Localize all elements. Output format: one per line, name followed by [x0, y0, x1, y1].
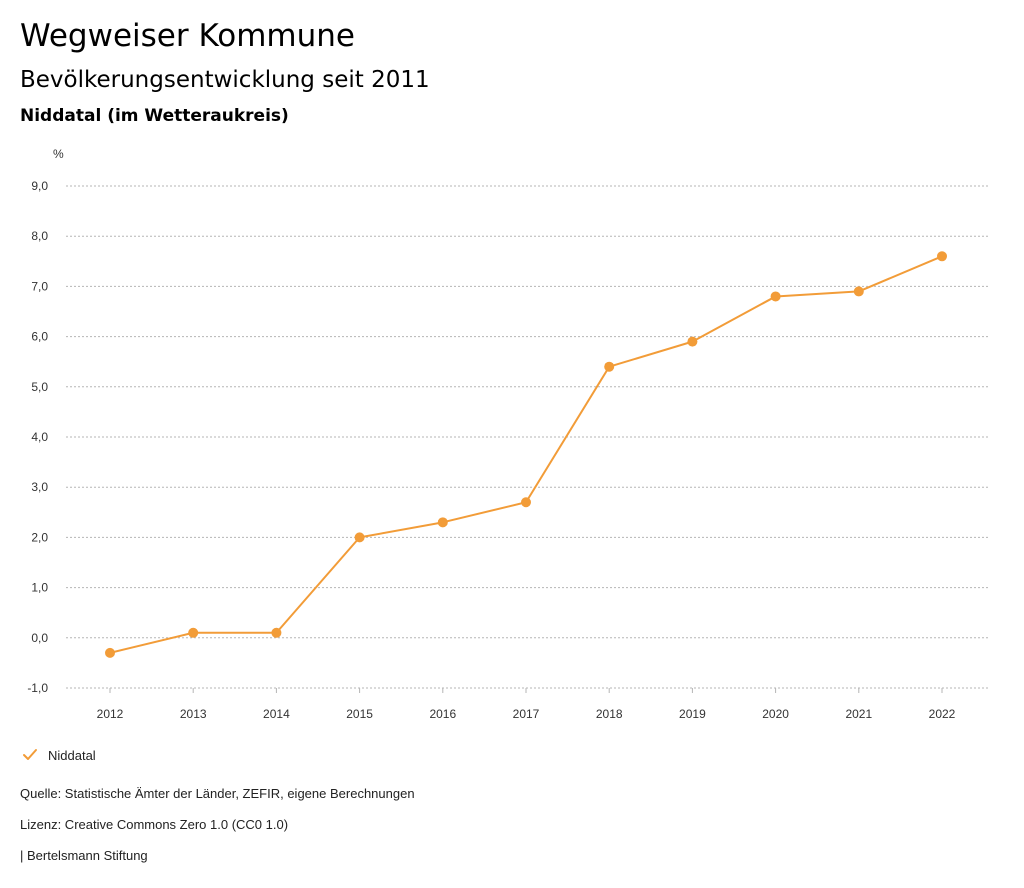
y-tick-label: 7,0 [31, 279, 48, 293]
x-tick-label: 2014 [263, 707, 290, 721]
data-point-2019[interactable] [687, 336, 698, 347]
series-niddatal[interactable] [105, 251, 947, 658]
y-tick-label: 0,0 [31, 631, 48, 645]
legend[interactable]: Niddatal [22, 744, 96, 766]
x-tick-label: 2016 [429, 707, 456, 721]
x-tick-label: 2017 [513, 707, 540, 721]
x-tick-label: 2012 [97, 707, 124, 721]
y-axis-unit-label: % [53, 147, 64, 161]
y-tick-label: -1,0 [27, 681, 48, 695]
data-point-2012[interactable] [105, 647, 115, 658]
y-tick-label: 6,0 [31, 330, 48, 344]
region-label: Niddatal (im Wetteraukreis) [20, 106, 289, 126]
data-point-2018[interactable] [604, 361, 615, 372]
data-point-2017[interactable] [521, 497, 531, 508]
y-tick-label: 8,0 [31, 229, 48, 243]
x-axis-ticks: 2012 2013 2014 2015 2016 2017 2018 2019 2020 2021… [97, 688, 956, 721]
check-icon [23, 749, 37, 760]
chart-title: Wegweiser Kommune [20, 18, 355, 54]
x-tick-label: 2021 [845, 707, 872, 721]
y-tick-label: 4,0 [31, 430, 48, 444]
data-point-2014[interactable] [271, 627, 282, 638]
data-point-2016[interactable] [437, 517, 448, 528]
y-tick-label: 3,0 [31, 480, 48, 494]
line-chart: -1,00,01,02,03,04,05,06,07,08,09,0 2012 2… [27, 147, 990, 721]
y-axis-ticks: -1,0 0,0 1,0 2,0 3,0 4,0 5,0 6,0 7,0 8,0 9,0 [27, 179, 48, 695]
data-point-2013[interactable] [188, 627, 199, 638]
x-tick-label: 2013 [180, 707, 207, 721]
y-tick-label: 2,0 [31, 530, 48, 544]
data-point-2022[interactable] [937, 251, 947, 262]
data-point-2020[interactable] [770, 291, 781, 302]
grid-lines [66, 185, 990, 689]
y-tick-label: 9,0 [31, 179, 48, 193]
series-line[interactable] [109, 255, 943, 654]
chart-subtitle: Bevölkerungsentwicklung seit 2011 [20, 67, 430, 93]
data-point-2015[interactable] [354, 532, 365, 543]
publisher-note: | Bertelsmann Stiftung [20, 848, 148, 863]
x-tick-label: 2015 [346, 707, 373, 721]
x-tick-label: 2019 [679, 707, 706, 721]
license-note: Lizenz: Creative Commons Zero 1.0 (CC0 1… [20, 817, 289, 832]
x-tick-label: 2020 [762, 707, 789, 721]
y-tick-label: 1,0 [31, 581, 48, 595]
data-point-2021[interactable] [853, 286, 864, 297]
x-tick-label: 2018 [596, 707, 623, 721]
source-note: Quelle: Statistische Ämter der Länder, Z… [20, 786, 415, 801]
x-tick-label: 2022 [929, 707, 956, 721]
y-tick-label: 5,0 [31, 380, 48, 394]
legend-label-niddatal: Niddatal [48, 747, 96, 763]
